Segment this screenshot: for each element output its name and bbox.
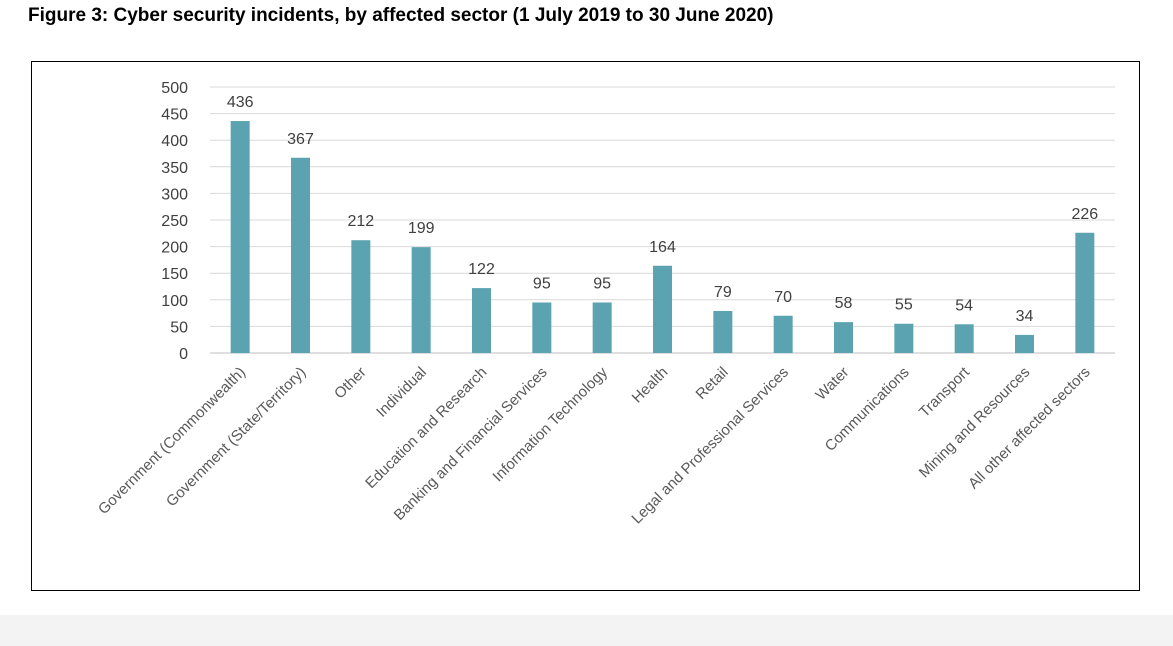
- data-label: 212: [347, 213, 374, 230]
- bar: [411, 247, 431, 353]
- y-tick-label: 500: [161, 80, 188, 97]
- x-category-label: Mining and Resources: [916, 364, 1034, 482]
- bar-chart: 050100150200250300350400450500436Governm…: [95, 80, 1115, 527]
- bar: [1015, 334, 1034, 353]
- bar: [954, 324, 974, 353]
- x-category-label: Education and Research: [362, 364, 490, 492]
- y-tick-label: 400: [161, 133, 188, 150]
- y-tick-label: 250: [161, 213, 188, 230]
- data-label: 122: [468, 261, 495, 278]
- y-tick-label: 450: [161, 107, 188, 124]
- data-label: 70: [774, 289, 792, 306]
- bottom-band: [0, 615, 1173, 646]
- data-label: 79: [714, 284, 732, 301]
- bar: [230, 121, 250, 353]
- data-label: 367: [287, 131, 314, 148]
- data-label: 199: [408, 220, 435, 237]
- bar: [532, 302, 552, 353]
- x-category-label: Retail: [693, 364, 732, 403]
- bar: [291, 157, 310, 353]
- data-label: 54: [955, 297, 973, 314]
- bar: [713, 310, 733, 353]
- bar: [773, 315, 793, 353]
- bar: [592, 302, 612, 353]
- y-tick-label: 100: [161, 293, 188, 310]
- figure-title: Figure 3: Cyber security incidents, by a…: [28, 5, 774, 26]
- y-tick-label: 150: [161, 266, 188, 283]
- y-tick-label: 300: [161, 186, 188, 203]
- bar: [834, 322, 853, 353]
- bar: [472, 288, 491, 353]
- y-tick-label: 200: [161, 240, 188, 257]
- x-category-label: Health: [629, 364, 672, 407]
- y-tick-label: 0: [179, 346, 188, 363]
- data-label: 95: [593, 275, 611, 292]
- data-label: 34: [1016, 308, 1034, 325]
- data-label: 226: [1071, 206, 1098, 223]
- x-category-label: All other affected sectors: [965, 364, 1094, 493]
- bar: [653, 265, 672, 353]
- data-label: 95: [533, 275, 551, 292]
- data-label: 164: [649, 239, 676, 256]
- bar: [1075, 232, 1095, 353]
- y-tick-label: 50: [170, 319, 188, 336]
- x-category-label: Transport: [916, 363, 974, 421]
- x-category-label: Individual: [373, 364, 430, 421]
- data-label: 436: [227, 94, 254, 111]
- x-category-label: Information Technology: [489, 363, 611, 485]
- y-tick-label: 350: [161, 160, 188, 177]
- bar: [894, 323, 914, 353]
- data-label: 58: [835, 295, 853, 312]
- bar: [351, 240, 371, 353]
- x-category-label: Water: [812, 364, 852, 404]
- x-category-label: Other: [331, 364, 370, 403]
- data-label: 55: [895, 297, 913, 314]
